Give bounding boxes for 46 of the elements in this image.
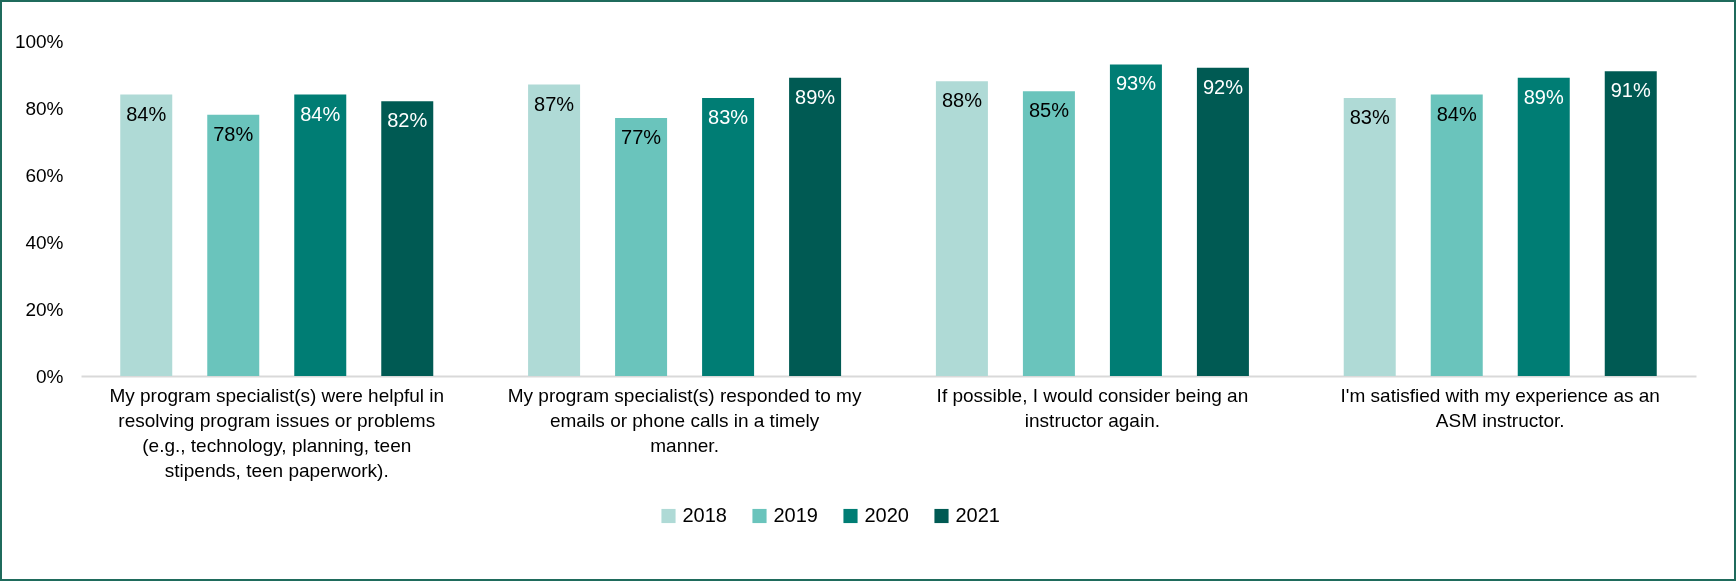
- data-label: 84%: [300, 102, 341, 125]
- bar: [120, 94, 173, 376]
- data-label: 84%: [126, 102, 167, 125]
- data-label: 88%: [941, 89, 983, 112]
- data-label: 89%: [795, 85, 836, 108]
- x-tick-label: My program specialist(s) were helpful in resolving program issues or problems (e.g., technology, planning, teen stipends, teen paperwork).: [109, 384, 445, 481]
- data-label: 85%: [1028, 99, 1070, 122]
- bar: [381, 101, 434, 376]
- y-tick-label: 0%: [36, 365, 64, 387]
- bar: [702, 97, 755, 376]
- bar: [615, 118, 668, 376]
- bar: [207, 114, 260, 376]
- legend-label: 2019: [773, 504, 818, 526]
- data-label: 77%: [621, 126, 662, 149]
- data-label: 78%: [213, 122, 254, 145]
- data-label: 82%: [387, 109, 428, 132]
- data-label: 84%: [1436, 102, 1477, 125]
- bar: [294, 94, 347, 376]
- data-label: 87%: [534, 92, 575, 115]
- data-label: 91%: [1610, 79, 1651, 102]
- bar: [1022, 91, 1075, 376]
- x-tick-label: I'm satisfied with my experience as an ASM instructor.: [1340, 384, 1660, 431]
- y-tick-label: 100%: [14, 30, 64, 52]
- x-tick-label: If possible, I would consider being an instructor again.: [936, 384, 1249, 431]
- data-label: 83%: [708, 105, 749, 128]
- bar: [1430, 94, 1483, 376]
- data-label: 83%: [1349, 105, 1390, 128]
- bar: [1196, 67, 1249, 376]
- y-tick-label: 40%: [25, 231, 64, 253]
- data-label: 92%: [1202, 75, 1244, 98]
- bar: [789, 77, 842, 376]
- legend-label: 2018: [682, 504, 727, 526]
- legend-label: 2021: [955, 504, 1000, 526]
- bar: [1517, 77, 1570, 376]
- data-label: 89%: [1523, 85, 1564, 108]
- y-tick-label: 80%: [25, 97, 64, 119]
- data-label: 93%: [1115, 72, 1157, 95]
- bar: [1604, 71, 1657, 376]
- legend-label: 2020: [864, 504, 909, 526]
- x-tick-label: My program specialist(s) responded to my emails or phone calls in a timely manner.: [507, 384, 862, 456]
- y-tick-label: 60%: [25, 164, 64, 186]
- bar: [528, 84, 581, 376]
- bar: [1343, 97, 1396, 376]
- bar: [935, 81, 988, 376]
- bar: [1109, 64, 1162, 376]
- y-tick-label: 20%: [25, 298, 64, 320]
